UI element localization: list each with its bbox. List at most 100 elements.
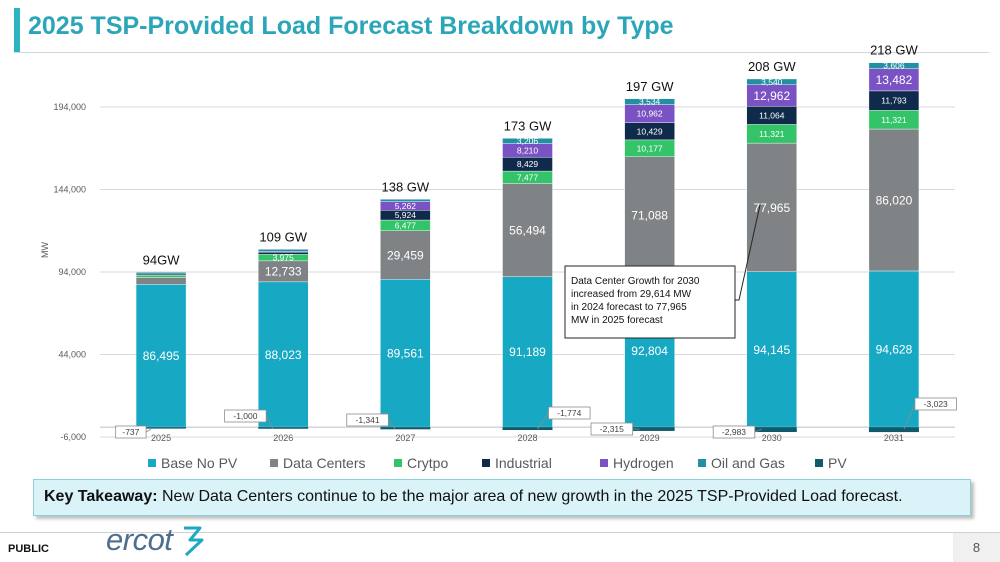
pv-callout-label: -737 <box>122 427 139 437</box>
legend-swatch <box>815 459 823 467</box>
data-label: 3,534 <box>639 97 661 107</box>
bar-segment <box>258 251 309 255</box>
bar-segment-negative <box>258 427 309 429</box>
x-tick-label: 2031 <box>884 433 904 443</box>
stacked-bar-chart: -6,000 44,000 94,000 144,000 194,000 MW 86,495… <box>40 43 957 471</box>
bar-segment <box>502 276 553 428</box>
y-tick-label: 194,000 <box>53 102 86 112</box>
data-label: 92,804 <box>631 344 668 358</box>
bar-segment <box>502 138 553 144</box>
key-takeaway-box: Key Takeaway: New Data Centers continue … <box>33 479 971 516</box>
ercot-logo: ercot <box>106 522 173 557</box>
bar-segment <box>746 271 797 428</box>
x-tick-label: 2028 <box>517 433 537 443</box>
total-label: 218 GW <box>870 43 918 58</box>
pv-callout-box <box>224 409 267 423</box>
pv-callout-label: -1,774 <box>557 408 581 418</box>
annotation-text: in 2024 forecast to 77,965 <box>571 302 687 313</box>
bar-segment <box>135 274 187 278</box>
legend-swatch <box>600 459 608 467</box>
pv-callout-label: -1,341 <box>356 415 380 425</box>
annotation-text: MW in 2025 forecast <box>571 315 663 326</box>
annotation-leader <box>735 204 761 301</box>
total-label: 197 GW <box>626 79 674 94</box>
legend-swatch <box>698 459 706 467</box>
data-label: 8,429 <box>517 159 539 169</box>
ercot-logo-mark-icon <box>184 526 204 557</box>
pv-callout-box <box>712 425 756 439</box>
data-label: 3,540 <box>761 77 783 87</box>
total-label: 138 GW <box>382 179 430 194</box>
pv-callout-leader <box>754 428 762 433</box>
legend-label: Crytpo <box>407 455 448 471</box>
title-divider <box>14 52 989 53</box>
pv-callout-box <box>914 397 957 411</box>
legend-label: Data Centers <box>283 455 365 471</box>
x-tick-label: 2026 <box>273 433 293 443</box>
data-label: 94,628 <box>876 342 913 356</box>
bar-segment <box>258 249 309 252</box>
pv-callout-leader <box>265 415 274 430</box>
total-label: 94GW <box>143 252 181 267</box>
bar-segment-negative <box>136 427 187 429</box>
data-label: 29,459 <box>387 248 424 262</box>
pv-callout-box <box>346 413 389 427</box>
y-axis-label: MW <box>40 242 50 258</box>
data-label: 6,477 <box>395 220 417 230</box>
legend-swatch <box>148 459 156 467</box>
classification-label: PUBLIC <box>8 543 49 555</box>
key-takeaway-label: Key Takeaway: <box>44 488 158 505</box>
data-label: 7,477 <box>517 172 539 182</box>
data-label: 10,177 <box>637 143 663 153</box>
pv-callout-label: -3,023 <box>924 399 948 409</box>
data-label: 89,561 <box>387 347 424 361</box>
data-label: 11,793 <box>881 96 907 106</box>
data-label: 11,321 <box>881 115 907 125</box>
x-tick-label: 2029 <box>640 433 660 443</box>
data-label: 3,606 <box>883 61 905 71</box>
bar-segment <box>868 62 920 69</box>
data-label: 11,321 <box>759 129 785 139</box>
pv-callout-leader <box>145 428 152 433</box>
data-label: 13,482 <box>876 73 913 87</box>
bar-segment <box>380 199 431 202</box>
annotation-text: Data Center Growth for 2030 <box>571 276 700 287</box>
x-tick-label: 2025 <box>151 433 171 443</box>
data-label: 3,975 <box>273 253 295 263</box>
legend-label: Industrial <box>495 455 552 471</box>
bar-segment <box>380 230 431 280</box>
bar-segment <box>868 128 920 272</box>
data-label: 88,023 <box>265 348 302 362</box>
bar-segment <box>135 272 187 275</box>
data-label: 10,962 <box>637 109 663 119</box>
pv-callout-box <box>548 406 591 420</box>
annotation-text: increased from 29,614 MW <box>571 289 692 300</box>
bar-segment <box>135 277 187 285</box>
bar-segment-negative <box>380 427 431 430</box>
data-label: 71,088 <box>631 209 668 223</box>
slide-title: 2025 TSP-Provided Load Forecast Breakdow… <box>28 12 674 40</box>
data-label: 91,189 <box>509 345 546 359</box>
bar-segment-negative <box>746 427 797 433</box>
data-label: 56,494 <box>509 223 546 237</box>
y-tick-label: -6,000 <box>60 432 86 442</box>
legend-swatch <box>482 459 490 467</box>
x-tick-label: 2027 <box>395 433 415 443</box>
data-label: 8,210 <box>517 145 539 155</box>
legend-label: Hydrogen <box>613 455 674 471</box>
data-label: 12,733 <box>265 265 302 279</box>
legend-label: PV <box>828 455 847 471</box>
pv-callout-box <box>590 422 634 436</box>
bar-segment-negative <box>624 427 675 431</box>
legend-swatch <box>270 459 278 467</box>
bar-segment-negative <box>868 427 919 433</box>
pv-callout-leader <box>903 403 916 430</box>
annotation-box <box>564 265 736 339</box>
pv-callout-leader <box>388 419 396 430</box>
x-tick-label: 2030 <box>762 433 782 443</box>
data-label: 5,924 <box>395 210 417 220</box>
bar-segment <box>502 183 553 277</box>
title-accent-bar <box>14 8 20 52</box>
bar-segment <box>746 142 797 272</box>
data-label: 12,962 <box>753 89 790 103</box>
